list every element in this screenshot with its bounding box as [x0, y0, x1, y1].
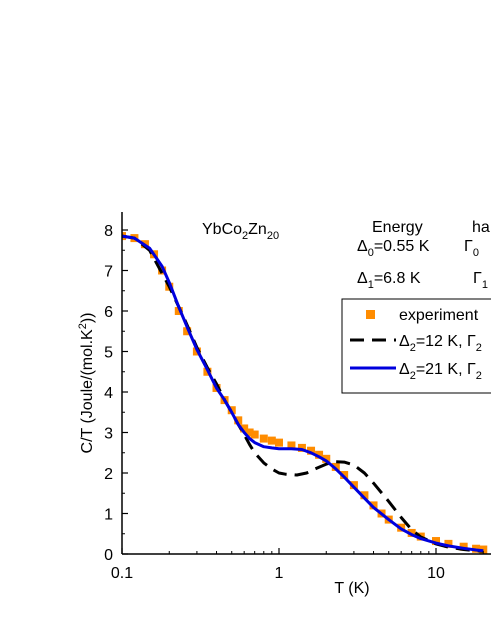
experiment-point — [245, 428, 254, 437]
table-row-1-gamma: Γ1 — [473, 270, 488, 291]
chart-title-sub2: 20 — [267, 230, 279, 242]
experiment-point — [259, 434, 268, 443]
chart-title: YbCo2Zn20 — [202, 221, 279, 242]
y-ticks: 0 1 2 3 4 5 6 7 8 — [104, 223, 128, 564]
y-tick-label: 3 — [104, 426, 113, 443]
y-tick-label: 8 — [104, 223, 113, 240]
legend: experiment Δ2=12 K, Γ2 Δ2=21 K, Γ2 — [341, 298, 491, 394]
experiment-point — [297, 443, 306, 452]
y-tick-label: 6 — [104, 304, 113, 321]
legend-label-solid: Δ2=21 K, Γ2 — [399, 361, 482, 382]
y-axis-title-main: C/T (Joule/(mol.K — [79, 329, 96, 454]
table-row-1: Δ1=6.8 K — [357, 270, 421, 291]
experiment-point — [322, 454, 331, 463]
parameter-table: Energy ha Δ0=0.55 K Γ0 Δ1=6.8 K Γ1 — [357, 219, 490, 291]
chart-title-mid: Zn — [248, 221, 267, 238]
experiment-point — [459, 542, 468, 551]
experiment-point — [275, 438, 283, 447]
x-tick-label: 0.1 — [111, 565, 133, 582]
x-tick-label: 10 — [427, 565, 445, 582]
x-ticks: 0.1 1 10 — [111, 548, 484, 582]
legend-marker-experiment — [366, 310, 375, 319]
y-axis-title-sup: 2 — [77, 323, 89, 329]
y-tick-label: 0 — [104, 547, 113, 564]
experiment-point — [360, 491, 369, 500]
experiment-point — [174, 307, 183, 315]
experiment-point — [432, 537, 440, 546]
table-header-energy: Energy — [372, 219, 423, 236]
experiment-point — [250, 430, 259, 439]
y-tick-label: 2 — [104, 466, 113, 483]
chart-title-base: YbCo — [202, 221, 242, 238]
experiment-point — [307, 446, 316, 455]
y-axis-title-end: )) — [79, 313, 96, 324]
experiment-point — [183, 327, 192, 336]
experiment-point — [331, 462, 340, 471]
experiment-point — [444, 539, 453, 548]
y-tick-label: 1 — [104, 507, 113, 524]
experiment-point — [315, 450, 324, 459]
legend-label-dashed: Δ2=12 K, Γ2 — [399, 333, 482, 354]
experiment-point — [287, 441, 296, 450]
table-row-0: Δ0=0.55 K — [357, 238, 430, 259]
legend-label-experiment: experiment — [399, 307, 479, 324]
chart-title-sub1: 2 — [242, 230, 248, 242]
x-axis-title: T (K) — [334, 580, 369, 597]
y-tick-label: 7 — [104, 264, 113, 281]
y-axis-title: C/T (Joule/(mol.K2)) — [77, 313, 96, 454]
x-tick-label: 1 — [275, 565, 284, 582]
table-header-ha: ha — [472, 219, 490, 236]
experiment-point — [267, 436, 276, 445]
series-line-solid — [122, 234, 484, 553]
y-tick-label: 4 — [104, 385, 113, 402]
table-row-0-gamma: Γ0 — [464, 238, 479, 259]
experiment-point — [240, 424, 249, 433]
y-tick-label: 5 — [104, 345, 113, 362]
experiment-point — [234, 416, 243, 425]
series-layer — [122, 232, 488, 554]
series-line-dashed — [122, 234, 484, 553]
